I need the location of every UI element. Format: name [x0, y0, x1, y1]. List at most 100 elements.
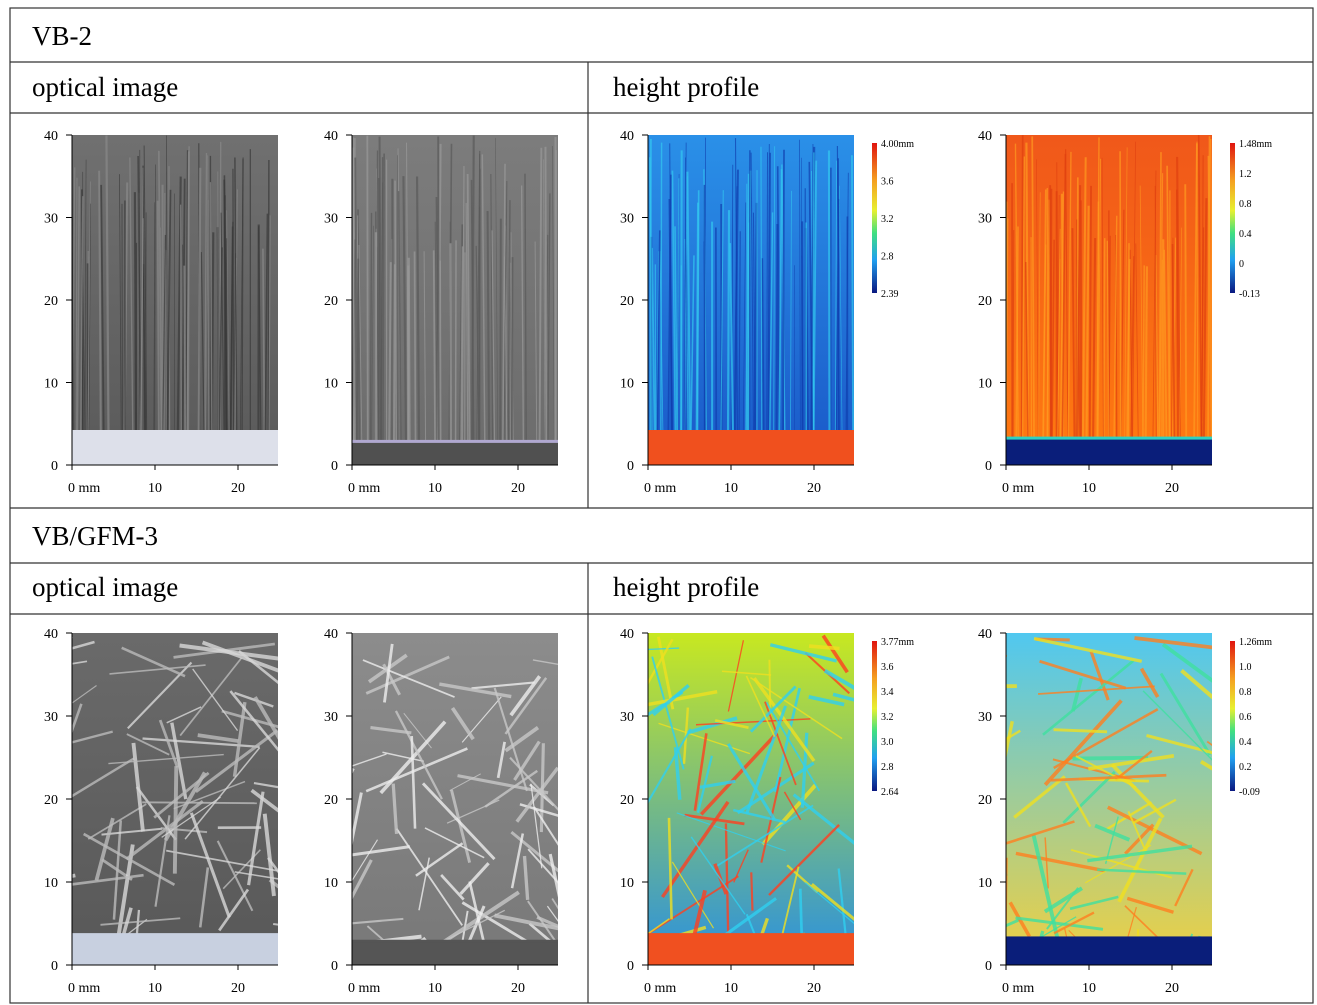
texture — [1036, 159, 1039, 439]
texture — [394, 180, 397, 442]
texture — [745, 675, 776, 738]
texture — [532, 659, 558, 666]
texture — [715, 804, 814, 868]
substrate-strip — [648, 935, 854, 965]
texture — [510, 257, 514, 442]
x-tick-label: 20 — [511, 981, 525, 996]
texture — [1196, 141, 1199, 439]
x-tick-label: 10 — [148, 981, 162, 996]
texture — [667, 174, 672, 433]
section-title: VB/GFM-3 — [32, 521, 158, 551]
texture — [1015, 916, 1104, 931]
texture — [812, 160, 818, 433]
texture — [1171, 243, 1176, 439]
x-tick-label: 10 — [724, 981, 738, 996]
texture — [1120, 209, 1125, 439]
y-tick-label: 30 — [978, 710, 992, 725]
texture — [544, 146, 548, 442]
x-tick-label: 0 mm — [1002, 981, 1034, 996]
texture — [217, 171, 219, 433]
texture — [393, 264, 396, 442]
colorbar-label: 3.2 — [881, 712, 894, 723]
texture — [724, 823, 730, 936]
texture — [493, 687, 528, 792]
texture — [466, 173, 471, 442]
y-tick-label: 10 — [324, 377, 338, 392]
substrate-strip — [352, 441, 558, 465]
texture — [72, 730, 113, 744]
texture — [504, 677, 548, 735]
texture — [413, 251, 417, 442]
texture — [699, 779, 736, 789]
colorbar-label: 2.8 — [881, 762, 894, 773]
texture — [765, 701, 821, 792]
y-tick-label: 20 — [620, 793, 634, 808]
texture — [752, 212, 756, 433]
texture — [234, 157, 238, 433]
texture — [402, 176, 408, 442]
texture — [204, 152, 208, 433]
y-tick-label: 0 — [627, 459, 634, 474]
texture — [494, 913, 558, 931]
texture — [513, 740, 541, 781]
texture — [536, 915, 558, 928]
colorbar-label: 2.8 — [881, 252, 894, 263]
texture — [799, 139, 801, 433]
surface-image — [72, 633, 278, 965]
colorbar-label: 2.39 — [881, 289, 899, 300]
y-tick-label: 0 — [985, 459, 992, 474]
texture — [194, 729, 278, 793]
y-tick-label: 20 — [44, 294, 58, 309]
texture — [729, 243, 734, 433]
texture — [1117, 817, 1163, 903]
texture — [1124, 823, 1155, 855]
texture — [502, 163, 506, 442]
texture — [139, 218, 144, 433]
texture — [262, 248, 266, 433]
texture — [94, 817, 115, 881]
texture — [1062, 770, 1116, 824]
x-tick-label: 10 — [1082, 481, 1096, 496]
texture — [84, 159, 87, 433]
texture — [461, 901, 535, 947]
y-tick-label: 30 — [978, 212, 992, 227]
texture — [504, 726, 540, 753]
texture — [827, 150, 831, 433]
x-tick-label: 10 — [724, 481, 738, 496]
texture — [1154, 255, 1159, 439]
texture — [352, 753, 387, 767]
y-tick-label: 0 — [331, 459, 338, 474]
texture — [189, 812, 231, 918]
y-tick-label: 0 — [51, 459, 58, 474]
texture — [690, 836, 746, 915]
texture — [166, 706, 202, 724]
texture — [183, 265, 187, 433]
x-tick-label: 0 mm — [644, 981, 676, 996]
texture — [509, 675, 542, 717]
texture — [499, 218, 502, 442]
texture — [153, 202, 156, 433]
texture — [365, 747, 468, 793]
texture — [1180, 668, 1212, 700]
texture — [1088, 185, 1092, 439]
texture — [153, 771, 210, 819]
y-tick-label: 30 — [44, 212, 58, 227]
texture — [449, 773, 481, 791]
texture — [1092, 238, 1097, 439]
texture — [522, 855, 530, 900]
texture — [651, 247, 656, 433]
colorbar-label: 3.0 — [881, 737, 894, 748]
texture — [352, 792, 363, 848]
texture — [670, 262, 673, 433]
surface-image — [352, 633, 558, 965]
texture — [142, 801, 257, 805]
texture — [775, 224, 779, 433]
texture — [527, 848, 558, 884]
texture — [804, 882, 854, 925]
texture — [1051, 239, 1055, 439]
texture — [652, 684, 690, 717]
texture — [1097, 868, 1187, 875]
texture — [1059, 191, 1065, 439]
texture — [1210, 139, 1212, 439]
texture — [491, 230, 496, 442]
